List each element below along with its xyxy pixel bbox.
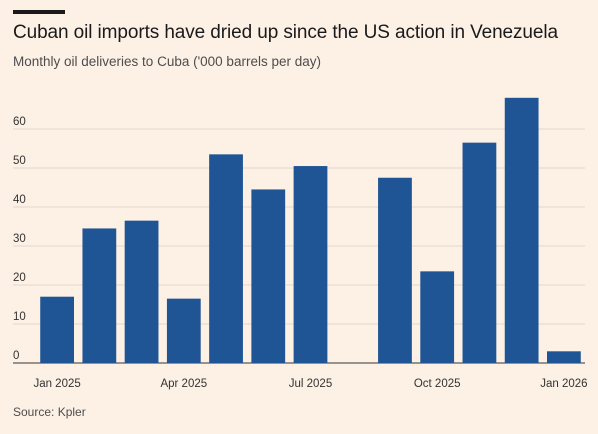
y-axis-ticks: 0 10 20 30 40 50 60 [13,116,26,362]
bar [293,166,328,363]
chart-subtitle: Monthly oil deliveries to Cuba ('000 bar… [13,54,321,69]
x-tick-label: Jul 2025 [289,378,332,390]
x-tick-label: Apr 2025 [160,378,207,390]
x-tick-label: Jan 2026 [540,378,587,390]
header-accent-bar [13,10,65,14]
y-tick-label: 60 [13,116,26,128]
bar [462,142,497,363]
x-tick-label: Oct 2025 [414,378,461,390]
bar [166,298,201,363]
chart-title: Cuban oil imports have dried up since th… [13,22,558,43]
bar [82,228,117,363]
y-tick-label: 20 [13,272,26,284]
y-tick-label: 10 [13,311,26,323]
x-axis-ticks: Jan 2025 Apr 2025 Jul 2025 Oct 2025 Jan 2026 [33,378,587,390]
y-tick-label: 0 [13,350,19,362]
y-tick-label: 50 [13,155,26,167]
bar [546,351,581,363]
bar-layer [40,97,581,364]
bar [209,154,243,363]
bar [420,271,455,363]
bar [124,220,159,363]
y-tick-label: 40 [13,194,26,206]
bar [251,189,286,363]
x-tick-label: Jan 2025 [33,378,80,390]
bar [504,97,539,364]
y-tick-label: 30 [13,233,26,245]
source-note: Source: Kpler [13,405,86,419]
bar [40,296,75,363]
bar [378,177,412,363]
